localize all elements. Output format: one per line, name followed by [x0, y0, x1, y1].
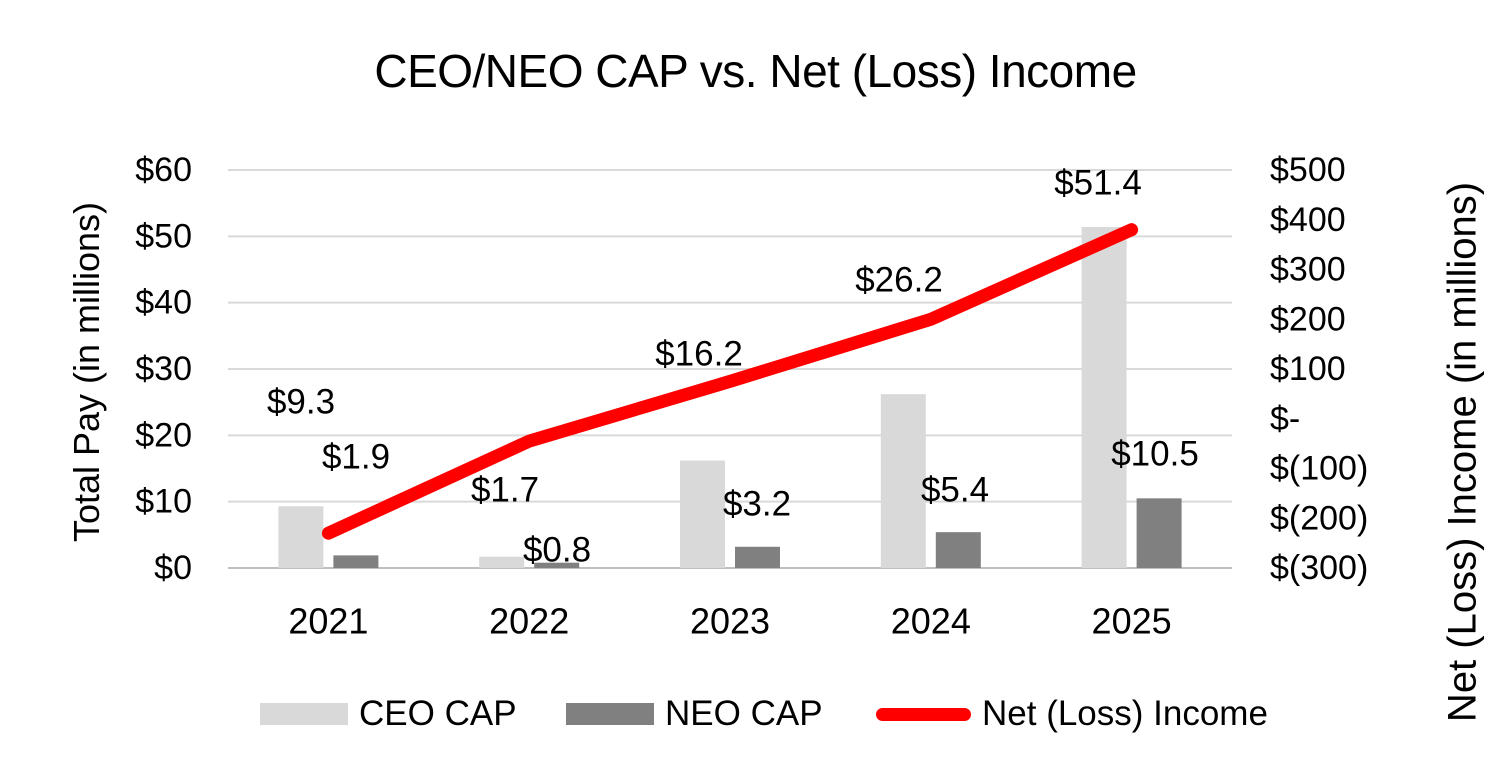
data-label: $26.2 — [855, 261, 943, 300]
left-axis-tick: $10 — [135, 483, 192, 521]
bar-neo-cap-2022 — [534, 562, 580, 568]
data-label: $10.5 — [1111, 435, 1199, 474]
bar-ceo-cap-2024 — [880, 394, 926, 568]
data-label: $3.2 — [723, 485, 791, 524]
left-axis-tick: $20 — [135, 416, 192, 454]
legend-label-net-income: Net (Loss) Income — [982, 694, 1268, 733]
net-income-line-swatch — [876, 707, 971, 721]
x-axis-label: 2021 — [288, 601, 368, 642]
legend-item-ceo-cap: CEO CAP — [260, 692, 517, 736]
legend-label-ceo-cap: CEO CAP — [359, 694, 517, 733]
bar-ceo-cap-2022 — [479, 556, 525, 568]
net-income-line — [321, 223, 1139, 540]
bar-ceo-cap-2021 — [278, 506, 324, 568]
right-axis-tick: $400 — [1270, 201, 1346, 239]
legend-label-neo-cap: NEO CAP — [665, 694, 823, 733]
bar-neo-cap-2024 — [935, 532, 981, 568]
data-label: $1.9 — [322, 438, 390, 477]
data-label: $1.7 — [471, 471, 539, 510]
neo-cap-swatch — [566, 703, 654, 725]
bar-neo-cap-2025 — [1136, 498, 1182, 568]
right-axis-tick: $(100) — [1270, 450, 1368, 488]
left-axis-tick: $60 — [135, 151, 192, 189]
bar-ceo-cap-2025 — [1081, 227, 1127, 568]
left-axis-tick: $0 — [154, 549, 192, 587]
right-axis-tick: $200 — [1270, 300, 1346, 338]
left-axis-tick: $50 — [135, 217, 192, 255]
bar-neo-cap-2021 — [333, 555, 379, 568]
x-axis-label: 2023 — [690, 601, 770, 642]
data-label: $51.4 — [1054, 164, 1142, 203]
data-label: $5.4 — [921, 471, 989, 510]
left-axis-tick: $30 — [135, 350, 192, 388]
x-axis-label: 2022 — [489, 601, 569, 642]
right-axis-tick: $500 — [1270, 151, 1346, 189]
bar-ceo-cap-2023 — [680, 460, 725, 568]
x-axis-label: 2024 — [891, 601, 971, 642]
data-label: $9.3 — [267, 383, 335, 422]
chart-title: CEO/NEO CAP vs. Net (Loss) Income — [374, 45, 1137, 97]
data-label: $16.2 — [655, 335, 743, 374]
right-axis-tick: $100 — [1270, 350, 1346, 388]
bar-neo-cap-2023 — [735, 546, 780, 568]
left-axis-tick: $40 — [135, 284, 192, 322]
right-axis-tick: $- — [1270, 400, 1300, 438]
right-axis-tick: $(200) — [1270, 499, 1368, 537]
x-axis-label: 2025 — [1092, 601, 1172, 642]
data-label: $0.8 — [523, 531, 591, 570]
ceo-cap-swatch — [260, 703, 348, 725]
legend-item-net-income: Net (Loss) Income — [876, 692, 1268, 736]
right-axis-tick: $300 — [1270, 251, 1346, 289]
right-axis-tick: $(300) — [1270, 549, 1368, 587]
legend-item-neo-cap: NEO CAP — [566, 692, 823, 736]
